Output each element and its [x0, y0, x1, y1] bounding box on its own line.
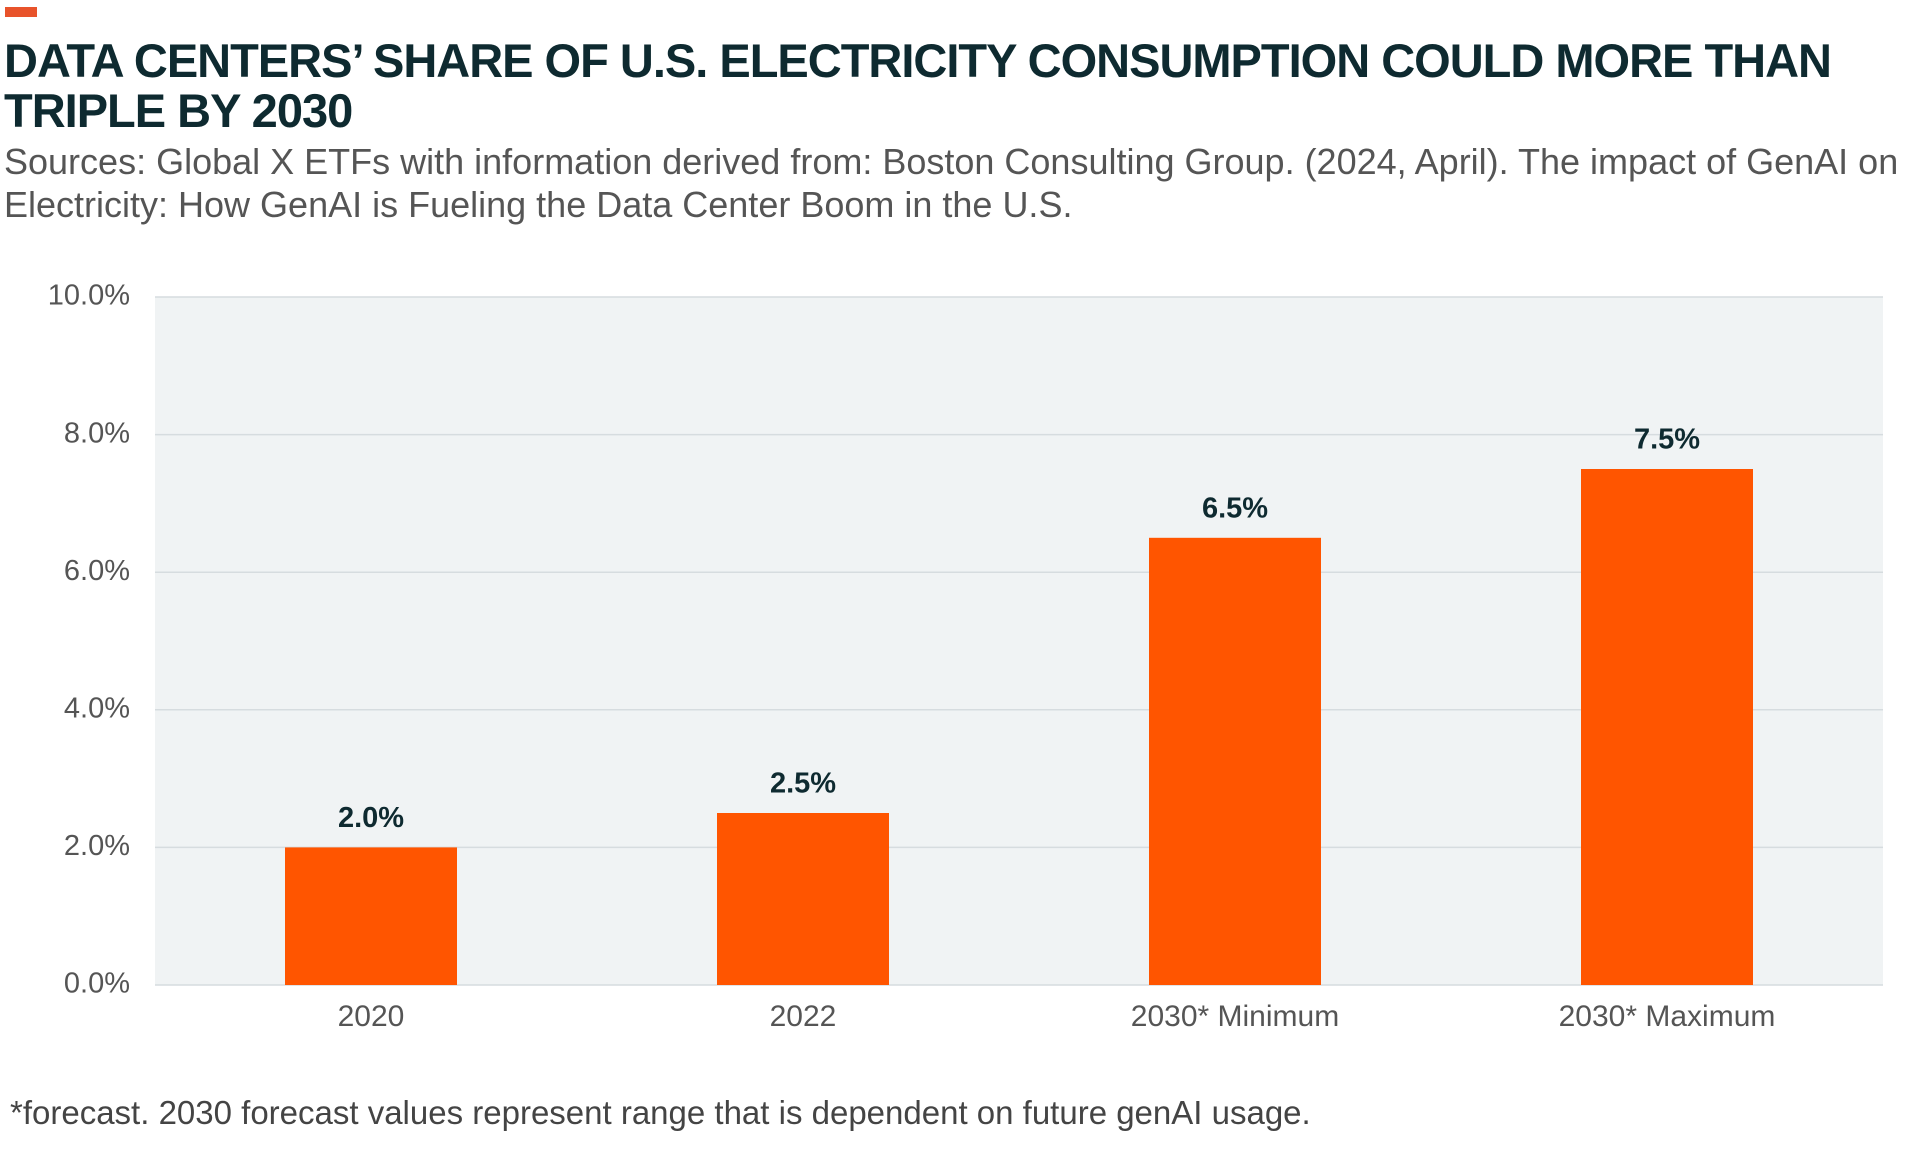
y-tick-label: 10.0%	[48, 280, 130, 312]
footnote: *forecast. 2030 forecast values represen…	[10, 1094, 1311, 1131]
value-label: 6.5%	[1202, 492, 1268, 524]
bar	[285, 847, 457, 985]
x-tick-label: 2020	[338, 1000, 405, 1033]
y-tick-label: 0.0%	[64, 968, 130, 1000]
y-tick-label: 4.0%	[64, 692, 130, 724]
chart-subtitle: Sources: Global X ETFs with information …	[4, 141, 1899, 225]
y-tick-label: 2.0%	[64, 830, 130, 862]
bar	[1149, 537, 1321, 985]
value-label: 7.5%	[1634, 424, 1700, 456]
bar	[1581, 469, 1753, 985]
accent-bar	[5, 7, 37, 17]
chart-title: DATA CENTERS’ SHARE OF U.S. ELECTRICITY …	[4, 34, 1832, 137]
x-tick-label: 2030* Minimum	[1131, 1000, 1339, 1033]
y-tick-label: 6.0%	[64, 555, 130, 587]
value-label: 2.0%	[338, 802, 404, 834]
value-label: 2.5%	[770, 768, 836, 800]
chart: 0.0% 2.0% 4.0% 6.0% 8.0% 10.0% 2020 2.0% 2022 2.5…	[48, 280, 1883, 1033]
y-tick-label: 8.0%	[64, 417, 130, 449]
x-tick-label: 2030* Maximum	[1559, 1000, 1776, 1033]
x-tick-label: 2022	[770, 1000, 837, 1033]
bar	[717, 813, 889, 985]
